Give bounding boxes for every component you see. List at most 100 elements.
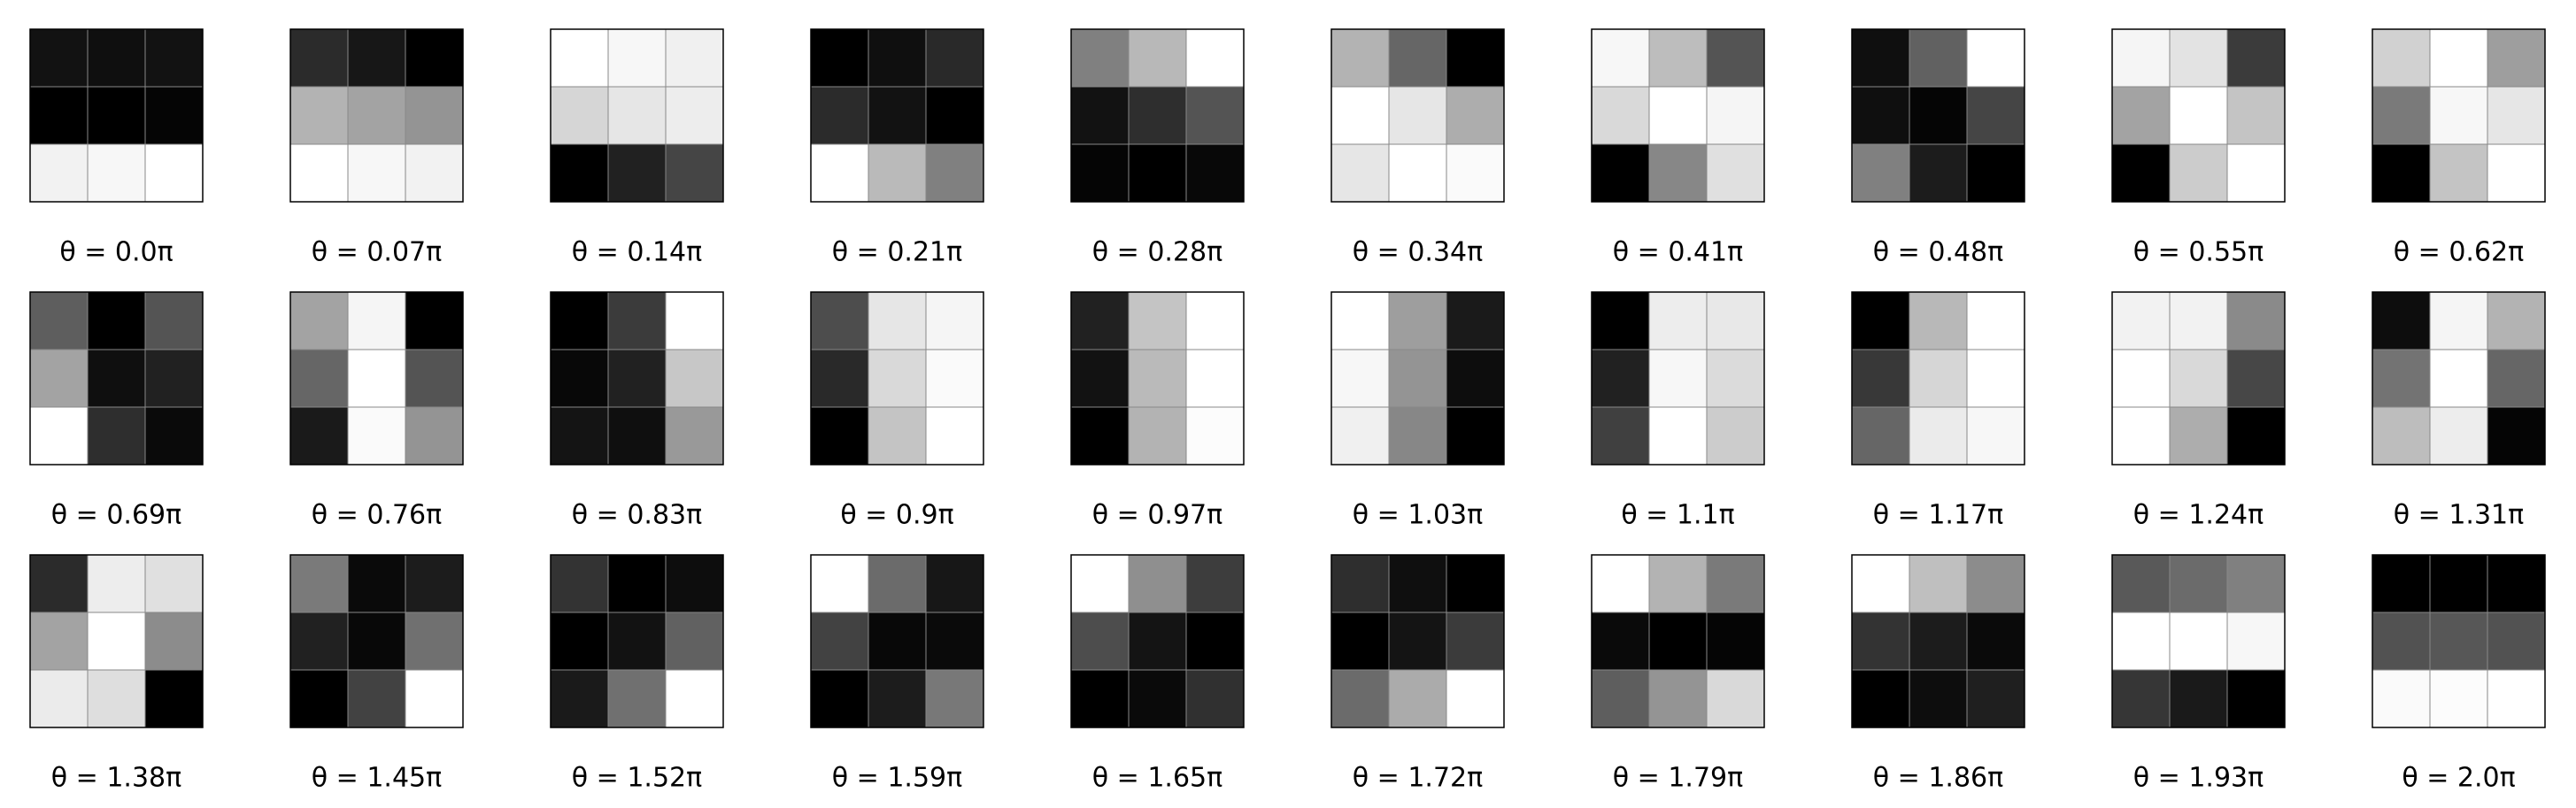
- heatmap-cell: [666, 555, 724, 613]
- heatmap-cell: [1071, 144, 1130, 203]
- heatmap-cell: [88, 292, 146, 350]
- heatmap-cell: [1389, 292, 1447, 350]
- panel-title: θ = 1.45π: [312, 763, 442, 794]
- heatmap-cell: [551, 87, 609, 145]
- heatmap-cell: [1852, 612, 1910, 671]
- heatmap-cell: [608, 29, 667, 88]
- panel-title: θ = 1.86π: [1873, 763, 2003, 794]
- heatmap-cell: [290, 87, 349, 145]
- heatmap-cell: [1852, 407, 1910, 466]
- panel-frame: [1591, 291, 1765, 466]
- heatmap-cell: [1707, 612, 1765, 671]
- heatmap-cell: [405, 350, 464, 408]
- panel-frame: [1851, 554, 2025, 728]
- heatmap-cell: [1331, 29, 1390, 88]
- heatmap-cell: [1129, 144, 1187, 203]
- panel-frame: [2111, 291, 2286, 466]
- panel-frame: [1070, 291, 1245, 466]
- heatmap-cell: [1592, 407, 1650, 466]
- panel-frame: [2111, 554, 2286, 728]
- panel-title: θ = 0.28π: [1092, 237, 1222, 268]
- heatmap-cell: [551, 144, 609, 203]
- heatmap-cell: [2430, 612, 2488, 671]
- heatmap-cell: [1129, 350, 1187, 408]
- heatmap-cell: [1389, 555, 1447, 613]
- heatmap-cell: [2112, 29, 2171, 88]
- heatmap-cell: [1592, 670, 1650, 728]
- heatmap-cell: [2372, 670, 2431, 728]
- heatmap-cell: [1331, 612, 1390, 671]
- heatmap-cell: [666, 350, 724, 408]
- heatmap-cell: [811, 29, 869, 88]
- heatmap-cell: [926, 87, 984, 145]
- heatmap-cell: [1909, 87, 1968, 145]
- heatmap-cell: [2112, 612, 2171, 671]
- panel-title: θ = 1.79π: [1613, 763, 1743, 794]
- panel-frame: [810, 28, 984, 203]
- heatmap-cell: [1592, 612, 1650, 671]
- heatmap-cell: [551, 670, 609, 728]
- heatmap-cell: [2112, 350, 2171, 408]
- heatmap-cell: [30, 144, 89, 203]
- heatmap-cell: [2112, 555, 2171, 613]
- heatmap-cell: [1129, 29, 1187, 88]
- heatmap-cell: [2227, 144, 2286, 203]
- heatmap-cell: [145, 670, 204, 728]
- heatmap-cell: [405, 407, 464, 466]
- heatmap-cell: [608, 144, 667, 203]
- heatmap-cell: [1389, 350, 1447, 408]
- heatmap-cell: [1186, 612, 1245, 671]
- panel-title: θ = 1.65π: [1092, 763, 1222, 794]
- heatmap-cell: [1592, 29, 1650, 88]
- heatmap-cell: [868, 144, 927, 203]
- heatmap-cell: [2430, 144, 2488, 203]
- panel-frame: [2111, 28, 2286, 203]
- heatmap-cell: [926, 407, 984, 466]
- panel-frame: [29, 291, 204, 466]
- heatmap-cell: [1071, 407, 1130, 466]
- heatmap-cell: [1446, 350, 1505, 408]
- heatmap-cell: [348, 292, 406, 350]
- heatmap-cell: [1592, 144, 1650, 203]
- heatmap-cell: [1967, 87, 2025, 145]
- heatmap-cell: [2487, 144, 2546, 203]
- heatmap-cell: [2372, 87, 2431, 145]
- heatmap-cell: [1186, 87, 1245, 145]
- heatmap-cell: [1967, 670, 2025, 728]
- heatmap-cell: [2430, 555, 2488, 613]
- heatmap-cell: [405, 612, 464, 671]
- heatmap-cell: [811, 612, 869, 671]
- heatmap-cell: [2372, 407, 2431, 466]
- heatmap-cell: [2487, 407, 2546, 466]
- heatmap-cell: [1071, 555, 1130, 613]
- heatmap-cell: [88, 612, 146, 671]
- heatmap-cell: [2170, 292, 2228, 350]
- heatmap-cell: [666, 29, 724, 88]
- heatmap-cell: [608, 292, 667, 350]
- heatmap-cell: [868, 87, 927, 145]
- heatmap-cell: [1649, 350, 1708, 408]
- heatmap-cell: [811, 292, 869, 350]
- heatmap-cell: [1331, 87, 1390, 145]
- heatmap-cell: [1129, 612, 1187, 671]
- heatmap-cell: [608, 612, 667, 671]
- heatmap-cell: [1852, 350, 1910, 408]
- heatmap-cell: [1389, 670, 1447, 728]
- heatmap-cell: [1186, 555, 1245, 613]
- heatmap-cell: [1186, 350, 1245, 408]
- heatmap-cell: [2170, 555, 2228, 613]
- heatmap-cell: [1707, 350, 1765, 408]
- heatmap-cell: [666, 144, 724, 203]
- heatmap-cell: [1186, 670, 1245, 728]
- heatmap-cell: [145, 350, 204, 408]
- heatmap-cell: [1071, 292, 1130, 350]
- heatmap-cell: [926, 350, 984, 408]
- panel-frame: [810, 291, 984, 466]
- heatmap-cell: [1331, 670, 1390, 728]
- panel-frame: [1851, 28, 2025, 203]
- heatmap-cell: [1967, 407, 2025, 466]
- heatmap-cell: [1649, 612, 1708, 671]
- panel-title: θ = 1.17π: [1873, 500, 2003, 531]
- heatmap-cell: [348, 350, 406, 408]
- heatmap-cell: [2487, 670, 2546, 728]
